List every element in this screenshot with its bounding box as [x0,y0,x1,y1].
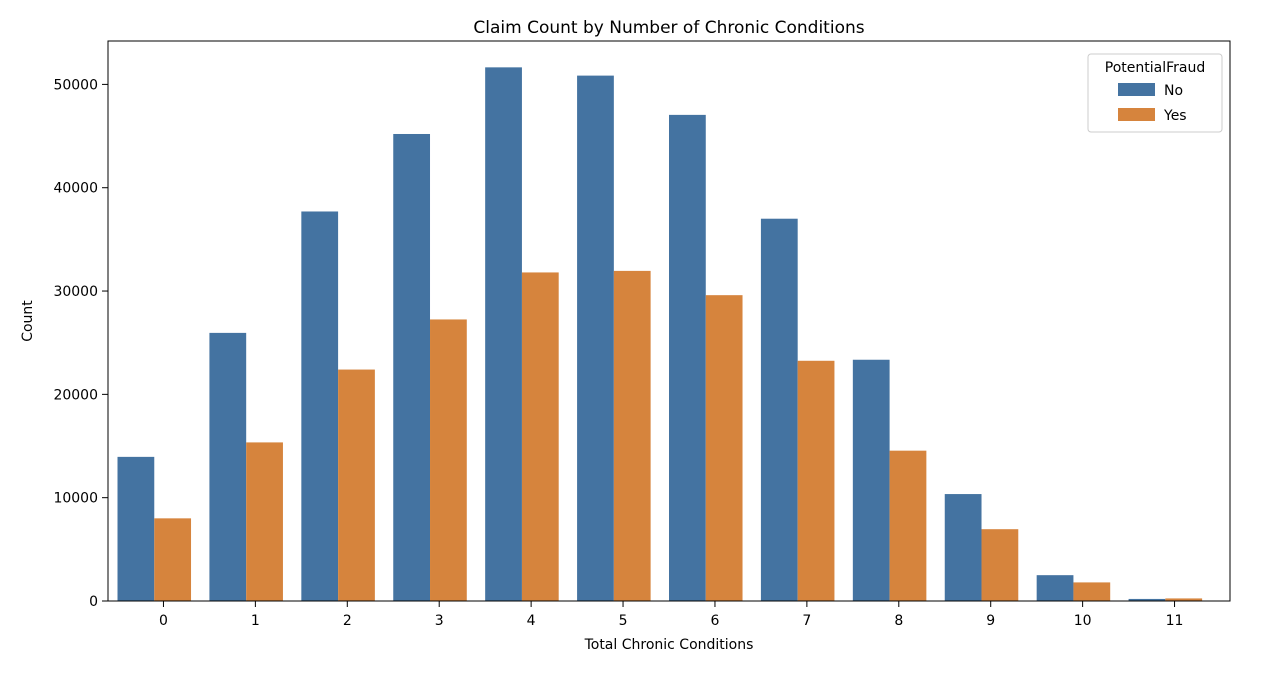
bar-yes-9 [981,529,1019,601]
bar-yes-6 [705,295,743,601]
x-tick-label: 6 [710,613,719,629]
legend-label-no: No [1164,83,1183,99]
bar-no-10 [1036,575,1074,601]
bar-no-9 [944,494,982,601]
bar-yes-3 [430,319,467,601]
bar-yes-5 [613,270,651,601]
x-tick-label: 3 [435,613,444,629]
x-axis-label: Total Chronic Conditions [584,637,754,653]
legend-swatch-no [1118,83,1155,96]
bar-no-2 [301,211,339,601]
y-tick-label: 50000 [53,77,98,93]
x-tick-label: 10 [1074,613,1092,629]
x-tick-label: 7 [802,613,811,629]
bar-yes-10 [1073,582,1111,601]
bar-no-11 [1128,598,1166,601]
bar-yes-7 [797,360,835,601]
bar-yes-2 [338,369,375,601]
legend-swatch-yes [1118,108,1155,121]
bar-yes-1 [246,442,283,601]
legend-label-yes: Yes [1163,108,1187,124]
bar-yes-8 [889,450,927,601]
x-tick-label: 2 [343,613,352,629]
legend: PotentialFraud No Yes [1087,53,1223,133]
bar-no-1 [209,332,247,601]
bar-yes-11 [1165,598,1203,601]
bar-no-7 [760,218,798,602]
bar-no-6 [669,114,706,601]
y-tick-label: 40000 [53,181,98,197]
x-tick-label: 11 [1166,613,1184,629]
x-axis: 0 1 2 3 4 5 6 7 8 9 10 11 [159,601,1183,629]
bar-no-3 [393,133,431,601]
y-axis-label: Count [20,300,36,342]
bars-layer [117,67,1203,602]
bar-no-0 [117,456,155,601]
bar-yes-0 [154,518,192,601]
x-tick-label: 5 [619,613,628,629]
y-tick-label: 0 [89,594,98,610]
plot-frame [107,40,1231,602]
legend-title: PotentialFraud [1105,60,1205,76]
y-tick-label: 30000 [53,284,98,300]
bar-no-8 [852,359,890,601]
bar-yes-4 [521,272,559,601]
x-tick-label: 9 [986,613,995,629]
bar-no-5 [577,75,614,601]
x-tick-label: 0 [159,613,168,629]
y-tick-label: 20000 [53,387,98,403]
x-tick-label: 8 [894,613,903,629]
x-tick-label: 4 [527,613,536,629]
bar-no-4 [485,67,522,601]
x-tick-label: 1 [251,613,260,629]
chart-title: Claim Count by Number of Chronic Conditi… [473,18,864,38]
y-tick-label: 10000 [53,491,98,507]
y-axis: 0 10000 20000 30000 40000 50000 [53,77,108,610]
